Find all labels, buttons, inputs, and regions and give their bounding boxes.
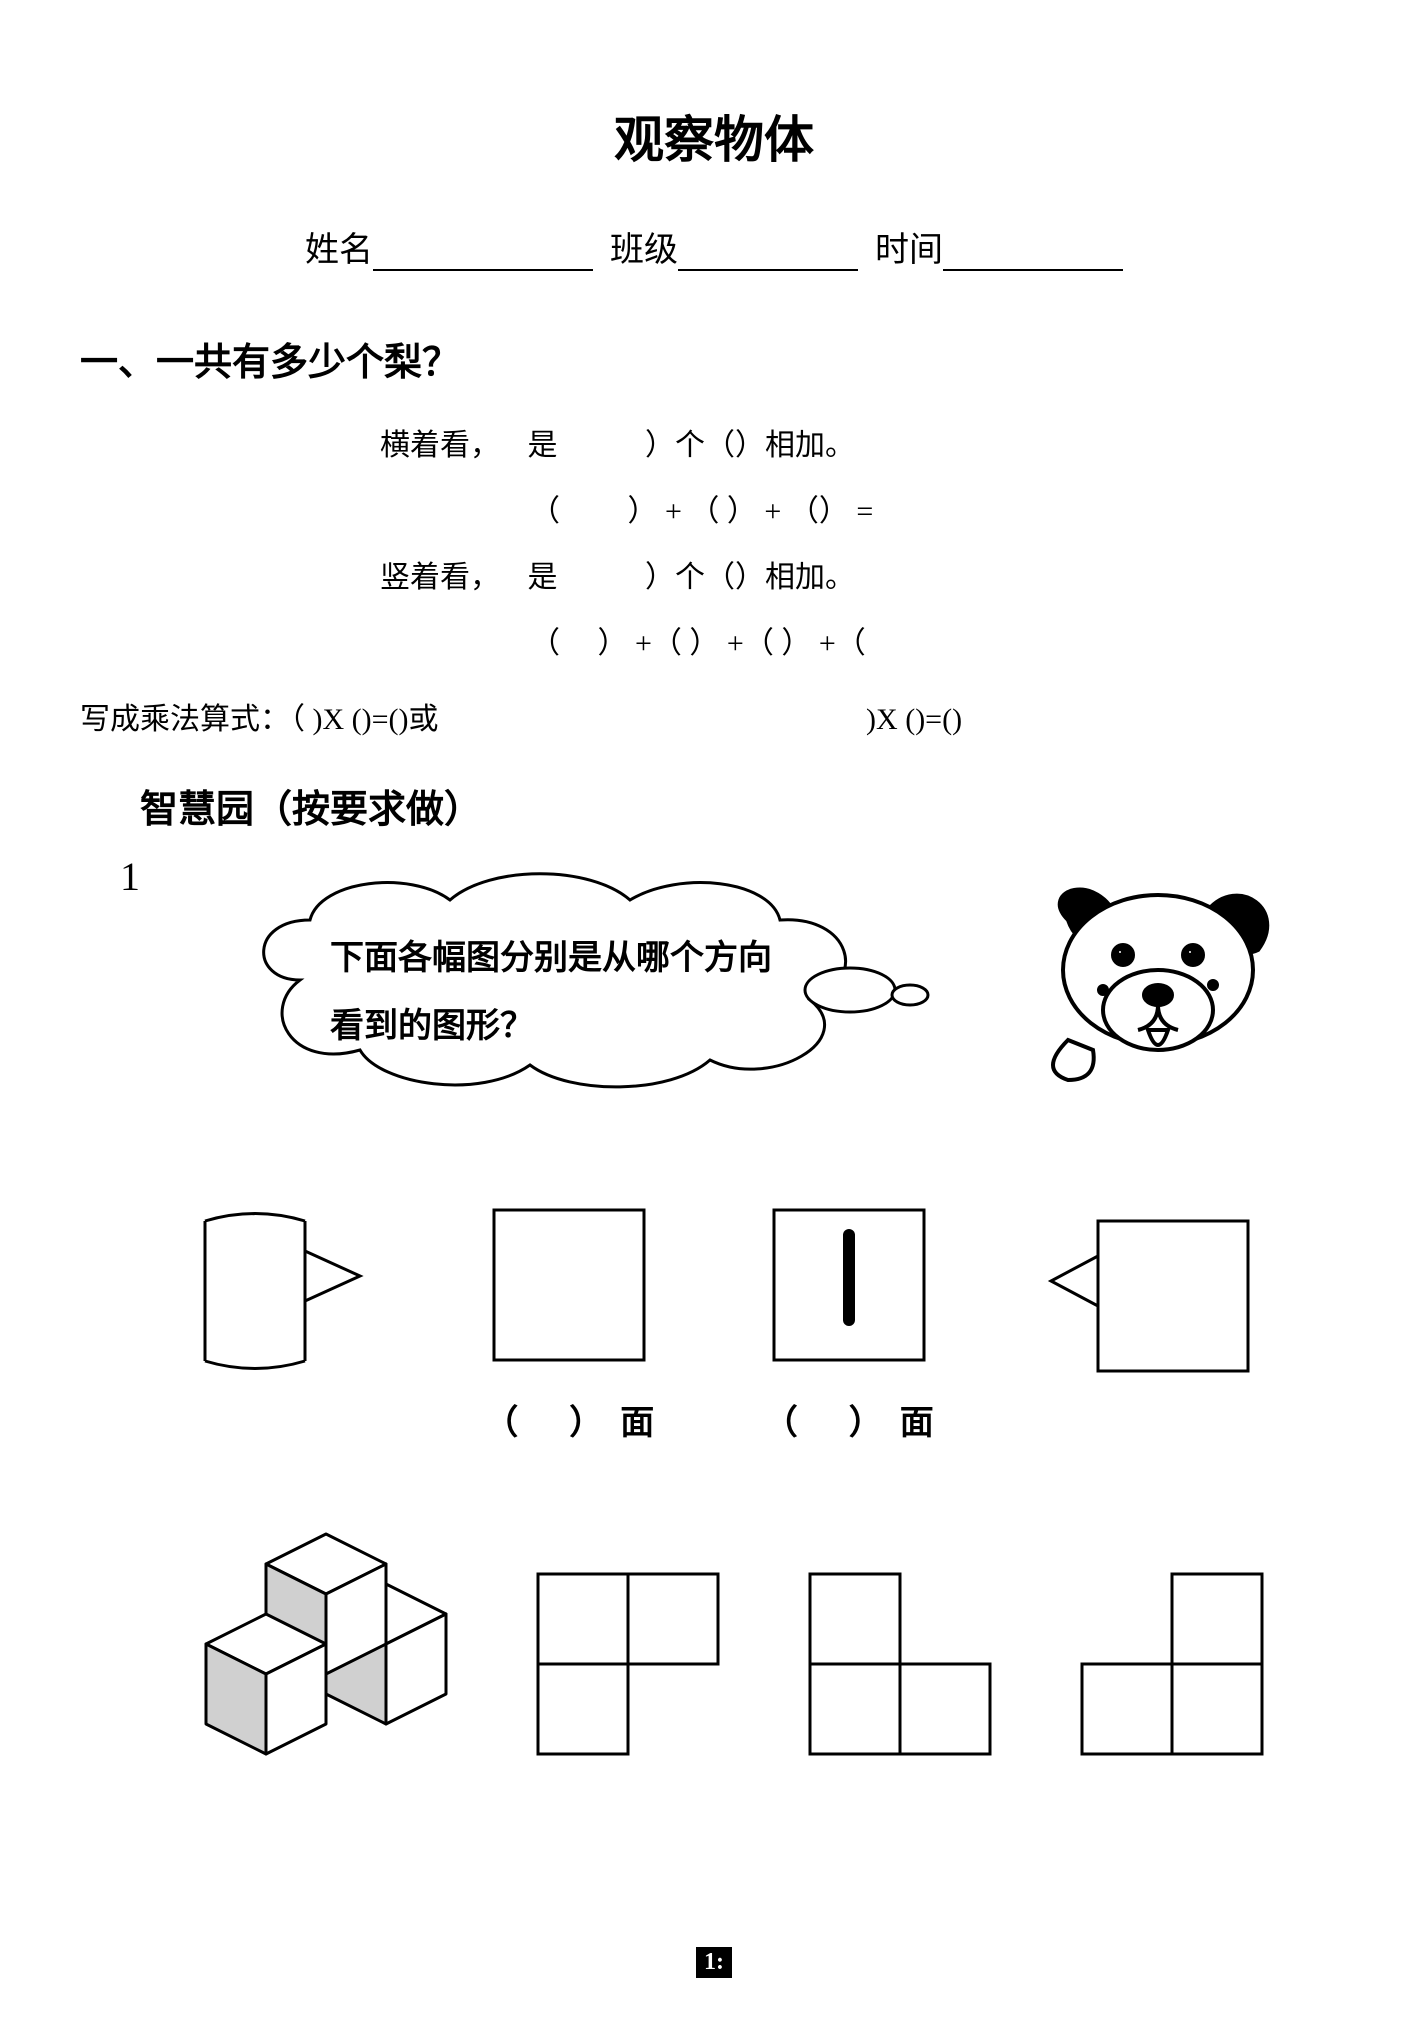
lshape1-svg — [528, 1564, 728, 1764]
square-tri-svg — [1043, 1211, 1253, 1381]
iso-cubes — [156, 1524, 456, 1769]
q1-r1c: ）个（）相加。 — [645, 429, 855, 462]
wisdom-q1: 1 下面各幅图分别是从哪个方向 看到的图形？ — [80, 853, 1348, 1769]
lshape-3 — [1072, 1564, 1272, 1769]
cloud-line2: 看到的图形？ — [330, 993, 772, 1061]
square-tri-label — [1043, 1406, 1253, 1444]
name-label: 姓名 — [305, 232, 373, 269]
q1-row2: （ ） + （ ） + （） = — [380, 482, 1348, 542]
cloud-region: 下面各幅图分别是从哪个方向 看到的图形？ — [80, 860, 1348, 1120]
q1-row4: （ ） +（ ） +（ ） +（ — [380, 614, 1348, 674]
worksheet-page: 观察物体 姓名 班级 时间 一、一共有多少个梨？ 横着看， 是 ）个（）相加。 … — [0, 0, 1428, 2018]
q1-mult-line: 写成乘法算式：（ )X ()=()或 )X ()=() — [80, 694, 1348, 738]
lshape3-svg — [1072, 1564, 1272, 1764]
q1-r4a: （ — [530, 627, 560, 660]
q1-fill-block: 横着看， 是 ）个（）相加。 （ ） + （ ） + （） = 竖着看， 是 ）… — [380, 416, 1348, 674]
mug-label — [175, 1406, 375, 1444]
cloud-line1: 下面各幅图分别是从哪个方向 — [330, 925, 772, 993]
q1-r3a: 竖着看， — [380, 561, 500, 594]
q1-r2b: ） + （ ） + （） = — [628, 495, 874, 528]
q1-r1b: 是 — [528, 429, 558, 462]
q1-row1: 横着看， 是 ）个（）相加。 — [380, 416, 1348, 476]
wisdom-heading: 智慧园（按要求做） — [140, 778, 1348, 833]
square-bar-figure: （ ） 面 — [764, 1200, 934, 1444]
q1-r3c: ）个（）相加。 — [645, 561, 855, 594]
q1-row3: 竖着看， 是 ）个（）相加。 — [380, 548, 1348, 608]
page-number: 1: — [696, 1947, 732, 1978]
square-label[interactable]: （ ） 面 — [484, 1395, 654, 1444]
q1-heading: 一、一共有多少个梨？ — [80, 331, 1348, 386]
lshape2-svg — [800, 1564, 1000, 1764]
student-info-line: 姓名 班级 时间 — [80, 222, 1348, 271]
mult-tail: )X ()=() — [866, 703, 962, 736]
q1-r1a: 横着看， — [380, 429, 500, 462]
dog-icon — [1008, 880, 1308, 1100]
mug-figure — [175, 1201, 375, 1444]
cloud-text: 下面各幅图分别是从哪个方向 看到的图形？ — [330, 925, 772, 1061]
mug-svg — [175, 1201, 375, 1381]
square-bar-svg — [764, 1200, 934, 1370]
page-title: 观察物体 — [80, 100, 1348, 172]
lshape-2 — [800, 1564, 1000, 1769]
shapes-row-2 — [120, 1524, 1308, 1769]
mult-text: 写成乘法算式：（ )X ()=()或 — [80, 703, 439, 736]
square-bar-label[interactable]: （ ） 面 — [764, 1395, 934, 1444]
class-label: 班级 — [610, 232, 678, 269]
square-figure: （ ） 面 — [484, 1200, 654, 1444]
time-blank[interactable] — [943, 228, 1123, 271]
lshape-1 — [528, 1564, 728, 1769]
iso-cubes-svg — [156, 1524, 456, 1764]
q1-r3b: 是 — [528, 561, 558, 594]
shapes-row-1: （ ） 面 （ ） 面 — [120, 1200, 1308, 1444]
name-blank[interactable] — [373, 228, 593, 271]
time-label: 时间 — [875, 232, 943, 269]
square-tri-figure — [1043, 1211, 1253, 1444]
square-svg — [484, 1200, 654, 1370]
class-blank[interactable] — [678, 228, 858, 271]
q1-r4b: ） +（ ） +（ ） +（ — [598, 627, 866, 660]
q1-r2a: （ — [530, 495, 560, 528]
